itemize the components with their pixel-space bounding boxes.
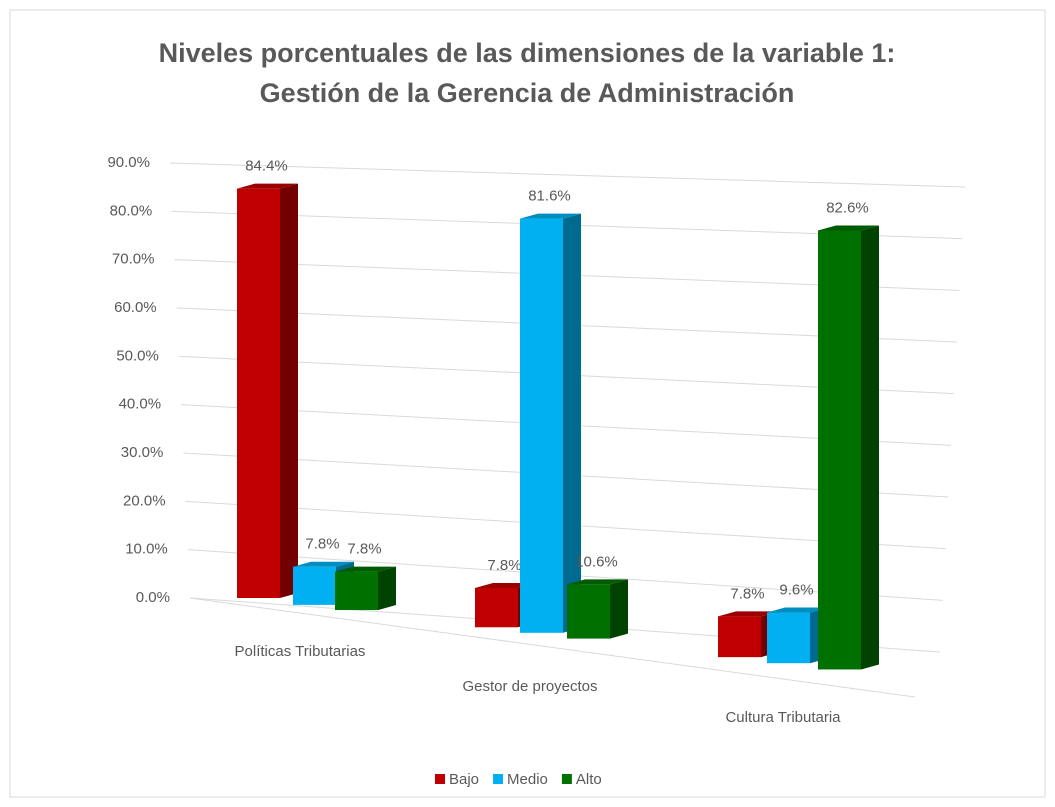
- bar-side: [610, 579, 628, 639]
- bar-side: [861, 225, 879, 670]
- bar: [818, 230, 861, 670]
- bar: [718, 616, 761, 658]
- value-label: 84.4%: [245, 158, 288, 175]
- legend-label: Medio: [507, 771, 548, 788]
- legend-label: Bajo: [449, 771, 479, 788]
- legend-swatch: [435, 774, 445, 784]
- bar: [767, 612, 810, 664]
- bar-top: [520, 213, 581, 219]
- bar: [567, 584, 610, 639]
- bar-top: [567, 579, 628, 585]
- bar: [237, 188, 280, 598]
- y-tick-label: 30.0%: [121, 444, 164, 461]
- value-label: 9.6%: [779, 582, 813, 599]
- bar: [335, 571, 378, 611]
- y-tick-label: 90.0%: [107, 154, 150, 171]
- value-label: 81.6%: [528, 188, 571, 205]
- legend-swatch: [561, 774, 572, 784]
- bar-top: [237, 183, 298, 189]
- y-tick-label: 20.0%: [123, 492, 166, 509]
- bar-top: [335, 566, 396, 572]
- value-label: 7.8%: [305, 536, 339, 553]
- x-tick-label: Políticas Tributarias: [235, 643, 366, 660]
- y-tick-label: 10.0%: [125, 541, 168, 558]
- y-tick-label: 50.0%: [116, 347, 159, 364]
- chart-title: Gestión de la Gerencia de Administración: [260, 78, 795, 108]
- legend-swatch: [493, 774, 504, 784]
- bar: [520, 218, 563, 633]
- grid-line: [169, 162, 966, 188]
- y-tick-label: 80.0%: [110, 202, 153, 219]
- x-tick-label: Gestor de proyectos: [462, 678, 597, 695]
- bar-side: [280, 183, 298, 598]
- bar-top: [718, 611, 779, 617]
- bar-side: [378, 566, 396, 611]
- bar-side: [563, 213, 581, 633]
- value-label: 7.8%: [730, 585, 764, 602]
- y-tick-label: 60.0%: [114, 299, 157, 316]
- bar: [475, 587, 518, 628]
- bar-top: [818, 225, 879, 231]
- chart-title: Niveles porcentuales de las dimensiones …: [159, 38, 896, 68]
- value-label: 7.8%: [487, 557, 521, 574]
- bar: [293, 566, 336, 605]
- bar-top: [767, 607, 828, 613]
- y-tick-label: 70.0%: [112, 251, 155, 268]
- value-label: 10.6%: [575, 553, 618, 570]
- value-label: 7.8%: [347, 541, 381, 558]
- x-tick-label: Cultura Tributaria: [725, 709, 841, 726]
- floor-edge: [189, 597, 916, 698]
- legend-label: Alto: [576, 771, 602, 788]
- bar-top: [293, 561, 354, 567]
- y-tick-label: 40.0%: [119, 396, 162, 413]
- value-label: 82.6%: [826, 199, 869, 216]
- y-tick-label: 0.0%: [136, 589, 170, 606]
